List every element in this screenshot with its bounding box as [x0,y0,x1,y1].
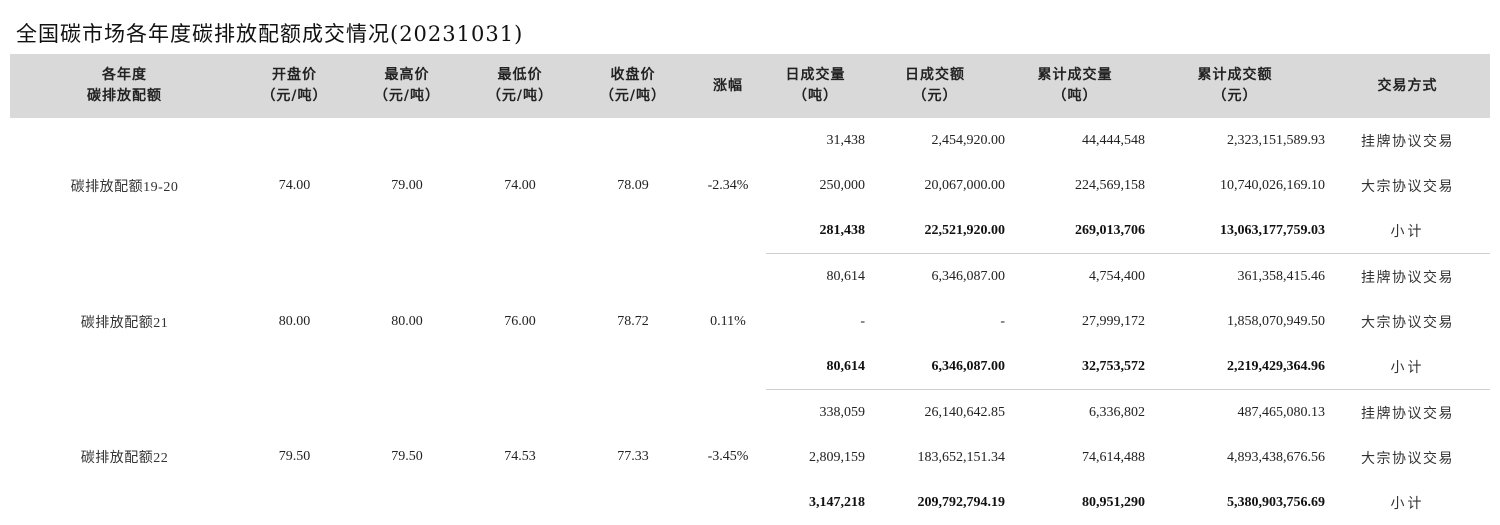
daily-amount-cell: 20,067,000.00 [865,163,1005,208]
daily-volume-cell: 80,614 [766,254,865,300]
change-cell: 0.11% [690,254,766,390]
high-price-cell: 79.00 [350,118,464,254]
daily-volume-cell: 2,809,159 [766,435,865,480]
column-header-low: 最低价（元/吨） [464,54,576,118]
daily-volume-cell: - [766,299,865,344]
column-header-high: 最高价（元/吨） [350,54,464,118]
trade-mode-cell: 挂牌协议交易 [1325,254,1490,300]
low-price-cell: 76.00 [464,254,576,390]
high-price-cell: 79.50 [350,390,464,525]
column-header-daily-amount: 日成交额（元） [865,54,1005,118]
allowance-year-cell: 碳排放配额22 [10,390,239,525]
daily-volume-cell: 80,614 [766,344,865,390]
cumulative-amount-cell: 1,858,070,949.50 [1145,299,1325,344]
daily-volume-cell: 338,059 [766,390,865,436]
cumulative-volume-cell: 269,013,706 [1005,208,1145,254]
column-header-trade-mode: 交易方式 [1325,54,1490,118]
high-price-cell: 80.00 [350,254,464,390]
page-title: 全国碳市场各年度碳排放配额成交情况(20231031) [16,18,523,48]
daily-volume-cell: 3,147,218 [766,480,865,525]
cumulative-volume-cell: 27,999,172 [1005,299,1145,344]
carbon-trading-table: 各年度碳排放配额 开盘价（元/吨） 最高价（元/吨） 最低价（元/吨） 收盘价（… [10,54,1490,525]
trade-mode-cell: 挂牌协议交易 [1325,118,1490,163]
cumulative-volume-cell: 4,754,400 [1005,254,1145,300]
daily-volume-cell: 31,438 [766,118,865,163]
daily-amount-cell: 2,454,920.00 [865,118,1005,163]
close-price-cell: 78.09 [576,118,690,254]
trade-mode-cell: 大宗协议交易 [1325,299,1490,344]
open-price-cell: 79.50 [239,390,350,525]
trade-mode-cell: 小计 [1325,480,1490,525]
change-cell: -2.34% [690,118,766,254]
trade-mode-cell: 小计 [1325,344,1490,390]
column-header-year: 各年度碳排放配额 [10,54,239,118]
cumulative-volume-cell: 80,951,290 [1005,480,1145,525]
cumulative-amount-cell: 2,323,151,589.93 [1145,118,1325,163]
table-header-row: 各年度碳排放配额 开盘价（元/吨） 最高价（元/吨） 最低价（元/吨） 收盘价（… [10,54,1490,118]
column-header-open: 开盘价（元/吨） [239,54,350,118]
daily-volume-cell: 250,000 [766,163,865,208]
change-cell: -3.45% [690,390,766,525]
allowance-year-cell: 碳排放配额21 [10,254,239,390]
cumulative-volume-cell: 44,444,548 [1005,118,1145,163]
open-price-cell: 74.00 [239,118,350,254]
column-header-change: 涨幅 [690,54,766,118]
close-price-cell: 78.72 [576,254,690,390]
trade-mode-cell: 小计 [1325,208,1490,254]
daily-amount-cell: 6,346,087.00 [865,254,1005,300]
daily-amount-cell: 22,521,920.00 [865,208,1005,254]
allowance-year-cell: 碳排放配额19-20 [10,118,239,254]
low-price-cell: 74.00 [464,118,576,254]
cumulative-amount-cell: 10,740,026,169.10 [1145,163,1325,208]
column-header-daily-volume: 日成交量（吨） [766,54,865,118]
cumulative-volume-cell: 32,753,572 [1005,344,1145,390]
cumulative-amount-cell: 4,893,438,676.56 [1145,435,1325,480]
daily-amount-cell: - [865,299,1005,344]
trade-mode-cell: 大宗协议交易 [1325,163,1490,208]
cumulative-volume-cell: 224,569,158 [1005,163,1145,208]
cumulative-amount-cell: 13,063,177,759.03 [1145,208,1325,254]
daily-amount-cell: 209,792,794.19 [865,480,1005,525]
trade-mode-cell: 大宗协议交易 [1325,435,1490,480]
cumulative-amount-cell: 5,380,903,756.69 [1145,480,1325,525]
trade-mode-cell: 挂牌协议交易 [1325,390,1490,436]
column-header-cum-amount: 累计成交额（元） [1145,54,1325,118]
daily-amount-cell: 26,140,642.85 [865,390,1005,436]
cumulative-volume-cell: 74,614,488 [1005,435,1145,480]
open-price-cell: 80.00 [239,254,350,390]
low-price-cell: 74.53 [464,390,576,525]
daily-volume-cell: 281,438 [766,208,865,254]
cumulative-amount-cell: 361,358,415.46 [1145,254,1325,300]
close-price-cell: 77.33 [576,390,690,525]
daily-amount-cell: 183,652,151.34 [865,435,1005,480]
cumulative-amount-cell: 2,219,429,364.96 [1145,344,1325,390]
cumulative-amount-cell: 487,465,080.13 [1145,390,1325,436]
cumulative-volume-cell: 6,336,802 [1005,390,1145,436]
daily-amount-cell: 6,346,087.00 [865,344,1005,390]
column-header-cum-volume: 累计成交量（吨） [1005,54,1145,118]
column-header-close: 收盘价（元/吨） [576,54,690,118]
